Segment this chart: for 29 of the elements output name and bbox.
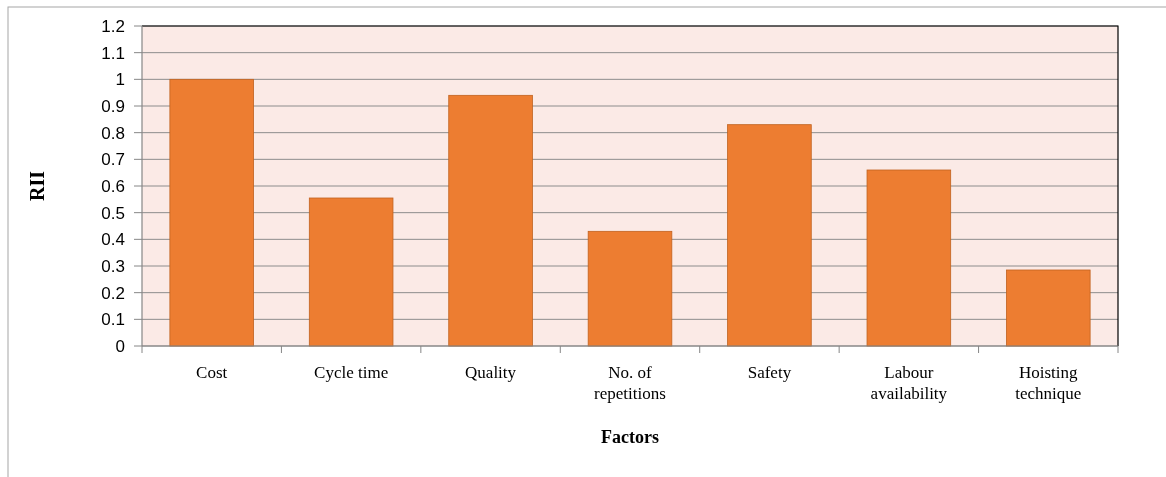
y-tick-label: 0.5: [101, 203, 125, 223]
x-tick-label: Hoisting technique: [1015, 363, 1082, 404]
bar: [727, 124, 812, 347]
y-tick-label: 0.2: [101, 283, 125, 303]
y-tick-label: 0.6: [101, 176, 125, 196]
y-tick-label: 1.2: [101, 16, 125, 36]
y-tick-label: 1.1: [101, 43, 125, 63]
bar: [169, 78, 254, 347]
x-tick-label: Quality: [465, 363, 517, 382]
y-tick-label: 0: [115, 336, 125, 356]
bar: [587, 230, 673, 347]
x-tick-label: Labour availability: [870, 363, 948, 404]
x-tick-label: No. of repetitions: [594, 363, 666, 404]
y-tick-label: 0.3: [101, 256, 125, 276]
x-tick-label: Cycle time: [314, 363, 389, 382]
y-tick-label: 0.7: [101, 150, 125, 170]
y-axis-title: RII: [26, 170, 48, 202]
bar: [866, 169, 952, 347]
x-tick-label: Cost: [196, 363, 228, 382]
bar: [448, 94, 533, 347]
y-tick-label: 0.4: [101, 230, 125, 250]
x-axis-title: Factors: [601, 427, 659, 447]
bar: [308, 197, 394, 347]
y-tick-label: 0.1: [101, 310, 125, 330]
x-tick-label: Safety: [747, 363, 792, 382]
bar: [1006, 269, 1091, 347]
y-tick-label: 1: [115, 70, 125, 90]
y-tick-label: 0.8: [101, 123, 125, 143]
y-tick-label: 0.9: [101, 96, 125, 116]
